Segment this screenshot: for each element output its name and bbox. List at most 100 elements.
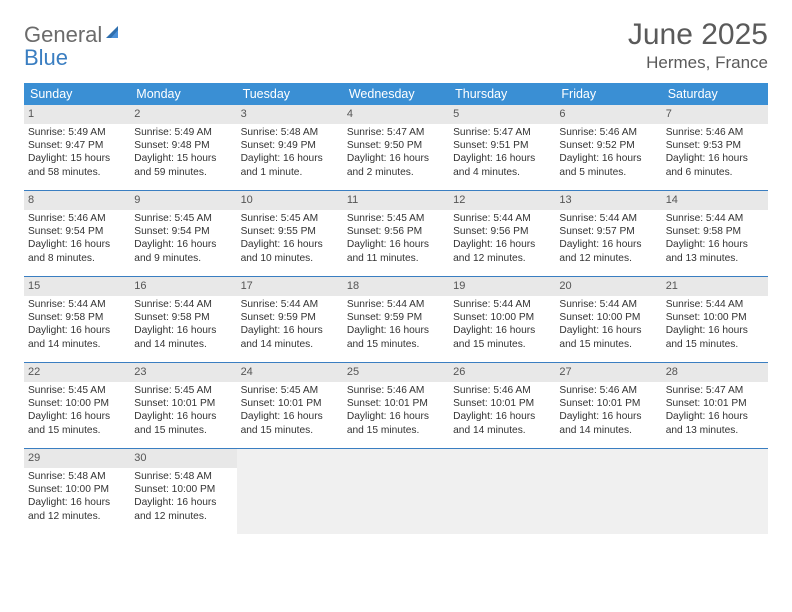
weekday-header-cell: Saturday: [662, 83, 768, 105]
sunrise-line: Sunrise: 5:48 AM: [241, 126, 339, 139]
day-cell: 24Sunrise: 5:45 AMSunset: 10:01 PMDaylig…: [237, 363, 343, 448]
day-body: Sunrise: 5:44 AMSunset: 9:58 PMDaylight:…: [24, 298, 130, 352]
sunset-line: Sunset: 10:01 PM: [453, 397, 551, 410]
day-body: Sunrise: 5:45 AMSunset: 9:54 PMDaylight:…: [130, 212, 236, 266]
daylight-line: Daylight: 16 hours and 14 minutes.: [559, 410, 657, 437]
sunrise-line: Sunrise: 5:44 AM: [134, 298, 232, 311]
day-body: Sunrise: 5:46 AMSunset: 10:01 PMDaylight…: [449, 384, 555, 438]
sunset-line: Sunset: 10:01 PM: [241, 397, 339, 410]
sunrise-line: Sunrise: 5:44 AM: [453, 298, 551, 311]
day-body: Sunrise: 5:46 AMSunset: 10:01 PMDaylight…: [555, 384, 661, 438]
logo-sail-icon: [104, 24, 124, 45]
week-row: 29Sunrise: 5:48 AMSunset: 10:00 PMDaylig…: [24, 449, 768, 534]
daylight-line: Daylight: 16 hours and 5 minutes.: [559, 152, 657, 179]
sunset-line: Sunset: 10:00 PM: [559, 311, 657, 324]
sunrise-line: Sunrise: 5:45 AM: [241, 212, 339, 225]
day-number: 26: [449, 363, 555, 382]
day-number: 10: [237, 191, 343, 210]
day-cell: 13Sunrise: 5:44 AMSunset: 9:57 PMDayligh…: [555, 191, 661, 276]
day-cell: 7 Sunrise: 5:46 AMSunset: 9:53 PMDaylight…: [662, 105, 768, 190]
sunrise-line: Sunrise: 5:46 AM: [666, 126, 764, 139]
daylight-line: Daylight: 16 hours and 12 minutes.: [453, 238, 551, 265]
sunset-line: Sunset: 9:48 PM: [134, 139, 232, 152]
sunrise-line: Sunrise: 5:46 AM: [453, 384, 551, 397]
day-cell: 4Sunrise: 5:47 AMSunset: 9:50 PMDaylight…: [343, 105, 449, 190]
day-body: Sunrise: 5:47 AMSunset: 9:51 PMDaylight:…: [449, 126, 555, 180]
daylight-line: Daylight: 16 hours and 14 minutes.: [453, 410, 551, 437]
day-body: Sunrise: 5:46 AMSunset: 10:01 PMDaylight…: [343, 384, 449, 438]
day-body: Sunrise: 5:49 AMSunset: 9:48 PMDaylight:…: [130, 126, 236, 180]
day-number: 2: [130, 105, 236, 124]
day-cell: 15 Sunrise: 5:44 AMSunset: 9:58 PMDayligh…: [24, 277, 130, 362]
day-cell: 8Sunrise: 5:46 AMSunset: 9:54 PMDaylight…: [24, 191, 130, 276]
daylight-line: Daylight: 16 hours and 12 minutes.: [134, 496, 232, 523]
day-cell: 9Sunrise: 5:45 AMSunset: 9:54 PMDaylight…: [130, 191, 236, 276]
day-cell: 23Sunrise: 5:45 AMSunset: 10:01 PMDaylig…: [130, 363, 236, 448]
daylight-line: Daylight: 16 hours and 10 minutes.: [241, 238, 339, 265]
sunset-line: Sunset: 10:01 PM: [347, 397, 445, 410]
day-cell: 10 Sunrise: 5:45 AMSunset: 9:55 PMDayligh…: [237, 191, 343, 276]
sunrise-line: Sunrise: 5:49 AM: [28, 126, 126, 139]
sunrise-line: Sunrise: 5:48 AM: [134, 470, 232, 483]
day-number: 13: [555, 191, 661, 210]
day-cell: 6Sunrise: 5:46 AMSunset: 9:52 PMDaylight…: [555, 105, 661, 190]
day-number: 23: [130, 363, 236, 382]
weekday-header-row: SundayMondayTuesdayWednesdayThursdayFrid…: [24, 83, 768, 105]
daylight-line: Daylight: 16 hours and 14 minutes.: [28, 324, 126, 351]
day-number: 4: [343, 105, 449, 124]
daylight-line: Daylight: 16 hours and 8 minutes.: [28, 238, 126, 265]
sunrise-line: Sunrise: 5:44 AM: [347, 298, 445, 311]
day-cell: 2 Sunrise: 5:49 AMSunset: 9:48 PMDaylight…: [130, 105, 236, 190]
day-number: 30: [130, 449, 236, 468]
day-number: 25: [343, 363, 449, 382]
day-number: 7: [662, 105, 768, 124]
sunrise-line: Sunrise: 5:44 AM: [559, 298, 657, 311]
sunset-line: Sunset: 9:56 PM: [453, 225, 551, 238]
sunset-line: Sunset: 10:00 PM: [28, 483, 126, 496]
month-title: June 2025: [628, 18, 768, 51]
daylight-line: Daylight: 16 hours and 15 minutes.: [28, 410, 126, 437]
daylight-line: Daylight: 16 hours and 6 minutes.: [666, 152, 764, 179]
sunset-line: Sunset: 9:58 PM: [666, 225, 764, 238]
page-header: General Blue June 2025 Hermes, France: [24, 18, 768, 73]
week-row: 1Sunrise: 5:49 AMSunset: 9:47 PMDaylight…: [24, 105, 768, 191]
weekday-header-cell: Thursday: [449, 83, 555, 105]
day-cell: 12Sunrise: 5:44 AMSunset: 9:56 PMDayligh…: [449, 191, 555, 276]
day-number: 21: [662, 277, 768, 296]
sunrise-line: Sunrise: 5:48 AM: [28, 470, 126, 483]
day-cell-empty: [343, 449, 449, 534]
sunset-line: Sunset: 9:54 PM: [134, 225, 232, 238]
sunset-line: Sunset: 9:57 PM: [559, 225, 657, 238]
day-number: 27: [555, 363, 661, 382]
day-cell: 3Sunrise: 5:48 AMSunset: 9:49 PMDaylight…: [237, 105, 343, 190]
day-body: Sunrise: 5:44 AMSunset: 10:00 PMDaylight…: [555, 298, 661, 352]
daylight-line: Daylight: 16 hours and 14 minutes.: [241, 324, 339, 351]
day-cell: 26 Sunrise: 5:46 AMSunset: 10:01 PMDaylig…: [449, 363, 555, 448]
sunset-line: Sunset: 9:59 PM: [241, 311, 339, 324]
day-number: 15: [24, 277, 130, 296]
sunset-line: Sunset: 10:01 PM: [559, 397, 657, 410]
sunset-line: Sunset: 9:59 PM: [347, 311, 445, 324]
day-cell-empty: [237, 449, 343, 534]
day-body: Sunrise: 5:45 AMSunset: 9:55 PMDaylight:…: [237, 212, 343, 266]
day-cell: 11Sunrise: 5:45 AMSunset: 9:56 PMDayligh…: [343, 191, 449, 276]
day-cell: 5 Sunrise: 5:47 AMSunset: 9:51 PMDaylight…: [449, 105, 555, 190]
sunset-line: Sunset: 9:49 PM: [241, 139, 339, 152]
sunset-line: Sunset: 9:55 PM: [241, 225, 339, 238]
day-cell: 14Sunrise: 5:44 AMSunset: 9:58 PMDayligh…: [662, 191, 768, 276]
day-cell: 19Sunrise: 5:44 AMSunset: 10:00 PMDaylig…: [449, 277, 555, 362]
daylight-line: Daylight: 16 hours and 12 minutes.: [28, 496, 126, 523]
sunrise-line: Sunrise: 5:45 AM: [134, 384, 232, 397]
day-number: 22: [24, 363, 130, 382]
week-row: 8Sunrise: 5:46 AMSunset: 9:54 PMDaylight…: [24, 191, 768, 277]
sunset-line: Sunset: 10:00 PM: [134, 483, 232, 496]
sunset-line: Sunset: 10:00 PM: [453, 311, 551, 324]
day-number: 20: [555, 277, 661, 296]
day-body: Sunrise: 5:46 AMSunset: 9:53 PMDaylight:…: [662, 126, 768, 180]
sunrise-line: Sunrise: 5:47 AM: [453, 126, 551, 139]
day-number: 5: [449, 105, 555, 124]
day-number: 29: [24, 449, 130, 468]
day-body: Sunrise: 5:44 AMSunset: 9:58 PMDaylight:…: [662, 212, 768, 266]
day-number: 24: [237, 363, 343, 382]
calendar-page: General Blue June 2025 Hermes, France Su…: [0, 0, 792, 534]
